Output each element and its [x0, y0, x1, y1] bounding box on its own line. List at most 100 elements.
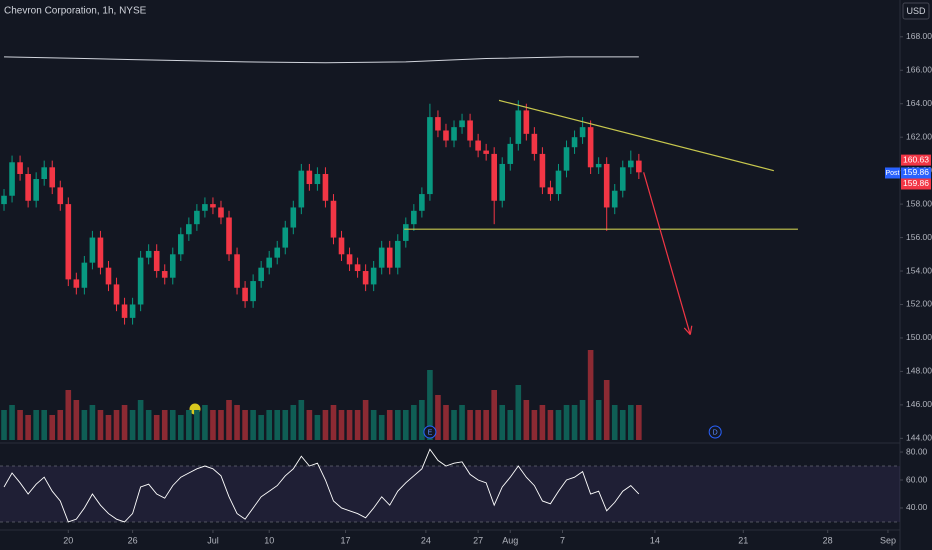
candle-body	[330, 200, 337, 238]
volume-bar	[595, 400, 602, 440]
price-label: 159.86	[903, 178, 929, 188]
y-tick-label: 152.00	[906, 299, 932, 309]
volume-bar	[234, 405, 240, 440]
chart-title: Chevron Corporation, 1h, NYSE	[4, 6, 147, 17]
moving-average	[4, 56, 639, 64]
candle-body	[314, 173, 321, 185]
volume-bar	[563, 405, 570, 440]
event-icon[interactable]	[708, 425, 722, 439]
currency-box[interactable]	[902, 2, 930, 20]
y-tick-label: 156.00	[906, 232, 932, 242]
volume-bar	[451, 410, 457, 440]
volume-bar	[435, 395, 441, 440]
event-label[interactable]: D	[713, 429, 718, 436]
candle-body	[571, 137, 578, 148]
candle-body	[113, 284, 120, 305]
candle-body	[636, 160, 642, 173]
y-tick-label: 162.00	[906, 131, 932, 141]
volume-bar	[49, 415, 56, 440]
volume-bar	[298, 400, 305, 440]
candle-body	[274, 247, 281, 258]
volume-bar	[386, 410, 393, 440]
volume-bar	[419, 400, 425, 440]
volume-bar	[121, 405, 128, 440]
volume-bar	[258, 415, 264, 440]
candle-body	[587, 127, 594, 168]
candle-body	[1, 195, 7, 205]
volume-bar	[628, 405, 634, 440]
candle-body	[491, 153, 497, 201]
candle-body	[362, 271, 369, 285]
candle-body	[499, 163, 506, 201]
candle-body	[282, 227, 289, 248]
rsi-y-tick-label: 60.00	[906, 474, 928, 484]
candle-body	[89, 237, 96, 263]
volume-bar	[507, 410, 514, 440]
candle-body	[419, 194, 425, 211]
candle-body	[266, 257, 272, 268]
volume-bar	[274, 410, 281, 440]
volume-bar	[346, 410, 353, 440]
x-tick-label: 20	[63, 535, 73, 545]
candle-body	[9, 162, 15, 196]
volume-bar	[161, 410, 168, 440]
volume-bar	[202, 405, 208, 440]
x-tick-label: 14	[650, 535, 660, 545]
event-icon[interactable]	[423, 425, 437, 439]
y-tick-label: 146.00	[906, 399, 932, 409]
volume-bar	[1, 410, 7, 440]
volume-bar	[178, 415, 184, 440]
trendline	[498, 99, 774, 172]
rsi-band	[0, 466, 900, 522]
volume-bar	[322, 410, 329, 440]
volume-bar	[531, 410, 538, 440]
volume-bar	[9, 405, 15, 440]
price-label-box	[901, 178, 931, 190]
candle-body	[17, 162, 23, 174]
candle-body	[547, 187, 554, 195]
candle-body	[306, 170, 313, 185]
x-tick-label: 24	[421, 535, 431, 545]
volume-bar	[250, 410, 256, 440]
volume-bar	[459, 405, 465, 440]
volume-bar	[314, 415, 321, 440]
candle-body	[619, 167, 626, 191]
volume-bar	[129, 410, 136, 440]
candle-body	[298, 170, 305, 208]
volume-bar	[427, 370, 433, 440]
volume-bar	[89, 405, 96, 440]
volume-bar	[354, 410, 361, 440]
x-tick-label: Jul	[207, 535, 219, 545]
currency-label[interactable]: USD	[906, 6, 926, 16]
candle-body	[129, 304, 136, 318]
y-tick-label: 164.00	[906, 98, 932, 108]
volume-bar	[539, 405, 546, 440]
candle-body	[202, 204, 208, 211]
volume-bar	[475, 410, 481, 440]
candle-body	[403, 224, 409, 241]
candle-body	[258, 267, 264, 282]
volume-bar	[17, 410, 23, 440]
candle-body	[137, 257, 144, 305]
volume-bar	[330, 405, 337, 440]
candle-body	[81, 262, 88, 288]
rsi-y-tick-label: 80.00	[906, 446, 928, 456]
candle-body	[459, 120, 465, 128]
volume-bar	[555, 410, 562, 440]
volume-bar	[443, 405, 449, 440]
candle-body	[121, 304, 128, 318]
price-tag-box	[885, 167, 900, 179]
candle-body	[41, 167, 47, 180]
candle-body	[145, 250, 152, 258]
candle-body	[370, 267, 377, 285]
candle-body	[443, 130, 449, 141]
event-label[interactable]: E	[428, 429, 433, 436]
y-tick-label: 168.00	[906, 31, 932, 41]
x-tick-label: 10	[264, 535, 274, 545]
candle-body	[49, 167, 56, 188]
candle-body	[603, 163, 610, 208]
volume-bar	[587, 350, 594, 440]
candle-body	[611, 190, 618, 208]
